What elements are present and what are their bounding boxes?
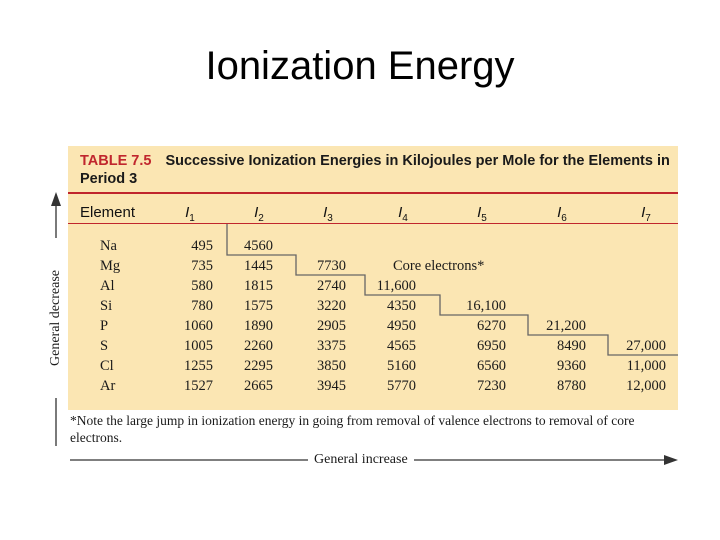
header-i-subscript: 1 [189, 213, 195, 224]
element-symbol: Ar [100, 378, 116, 394]
table-cell: 2260 [244, 338, 273, 354]
table-cell: 1527 [184, 378, 213, 394]
header-i5: I5 [462, 204, 502, 224]
table-cell: 2295 [244, 358, 273, 374]
table-cell: 5160 [387, 358, 416, 374]
table-cell: 12,000 [626, 378, 666, 394]
element-symbol: S [100, 338, 109, 354]
caption-rule [68, 192, 678, 194]
table-cell: 1005 [184, 338, 213, 354]
element-symbol: Al [100, 278, 115, 294]
table-cell: 3375 [317, 338, 346, 354]
header-element: Element [80, 204, 136, 221]
header-i6: I6 [542, 204, 582, 224]
table-cell: 11,600 [376, 278, 416, 294]
element-symbol: Na [100, 238, 117, 254]
header-i-letter: I [323, 204, 328, 221]
table-number: TABLE 7.5 [80, 153, 152, 169]
header-i7: I7 [626, 204, 666, 224]
table-cell: 2905 [317, 318, 346, 334]
header-i-letter: I [185, 204, 190, 221]
table-cell: 2740 [317, 278, 346, 294]
element-symbol: Mg [100, 258, 121, 274]
table-cell: 3850 [317, 358, 346, 374]
right-arrow-icon [664, 455, 678, 465]
table-cell: 9360 [557, 358, 586, 374]
table-cell: 6270 [477, 318, 506, 334]
table-caption: TABLE 7.5 Successive Ionization Energies … [80, 152, 672, 188]
table-cell: 5770 [387, 378, 416, 394]
table-cell: 1445 [244, 258, 273, 274]
header-i-letter: I [254, 204, 259, 221]
table-cell: 4350 [387, 298, 416, 314]
header-i-subscript: 5 [481, 213, 487, 224]
header-i-letter: I [557, 204, 562, 221]
element-symbol: Cl [100, 358, 114, 374]
table-cell: 4560 [244, 238, 273, 254]
element-symbol: P [100, 318, 109, 334]
table-cell: 8780 [557, 378, 586, 394]
header-i-letter: I [477, 204, 482, 221]
ionization-table: TABLE 7.5 Successive Ionization Energies … [68, 146, 678, 410]
header-i-letter: I [398, 204, 403, 221]
header-i-subscript: 3 [327, 213, 333, 224]
header-rule [68, 223, 678, 224]
table-footnote: *Note the large jump in ionization energ… [70, 413, 635, 445]
core-electrons-label: Core electrons* [393, 258, 485, 274]
header-i-letter: I [641, 204, 646, 221]
header-i3: I3 [308, 204, 348, 224]
table-cell: 1890 [244, 318, 273, 334]
header-i-subscript: 6 [561, 213, 567, 224]
table-cell: 16,100 [466, 298, 506, 314]
table-cell: 7730 [317, 258, 346, 274]
table-cell: 495 [191, 238, 213, 254]
table-cell: 780 [191, 298, 213, 314]
table-cell: 580 [191, 278, 213, 294]
table-cell: 1575 [244, 298, 273, 314]
header-i2: I2 [239, 204, 279, 224]
table-cell: 4950 [387, 318, 416, 334]
header-i-subscript: 2 [258, 213, 264, 224]
table-cell: 11,000 [626, 358, 666, 374]
table-cell: 6950 [477, 338, 506, 354]
header-i-subscript: 4 [402, 213, 408, 224]
table-cell: 7230 [477, 378, 506, 394]
table-cell: 21,200 [546, 318, 586, 334]
up-arrow-icon [51, 192, 61, 206]
header-i1: I1 [170, 204, 210, 224]
table-cell: 3220 [317, 298, 346, 314]
vertical-axis-label: General decrease [48, 238, 64, 398]
table-cell: 27,000 [626, 338, 666, 354]
table-cell: 1815 [244, 278, 273, 294]
table-cell: 8490 [557, 338, 586, 354]
table-cell: 735 [191, 258, 213, 274]
table-cell: 2665 [244, 378, 273, 394]
table-cell: 1255 [184, 358, 213, 374]
table-cell: 6560 [477, 358, 506, 374]
table-caption-text: Successive Ionization Energies in Kilojo… [80, 153, 670, 187]
header-i4: I4 [383, 204, 423, 224]
element-symbol: Si [100, 298, 113, 314]
table-cell: 4565 [387, 338, 416, 354]
table-cell: 3945 [317, 378, 346, 394]
slide-title: Ionization Energy [205, 44, 515, 88]
header-i-subscript: 7 [645, 213, 651, 224]
table-cell: 1060 [184, 318, 213, 334]
horizontal-axis-label: General increase [308, 452, 414, 468]
